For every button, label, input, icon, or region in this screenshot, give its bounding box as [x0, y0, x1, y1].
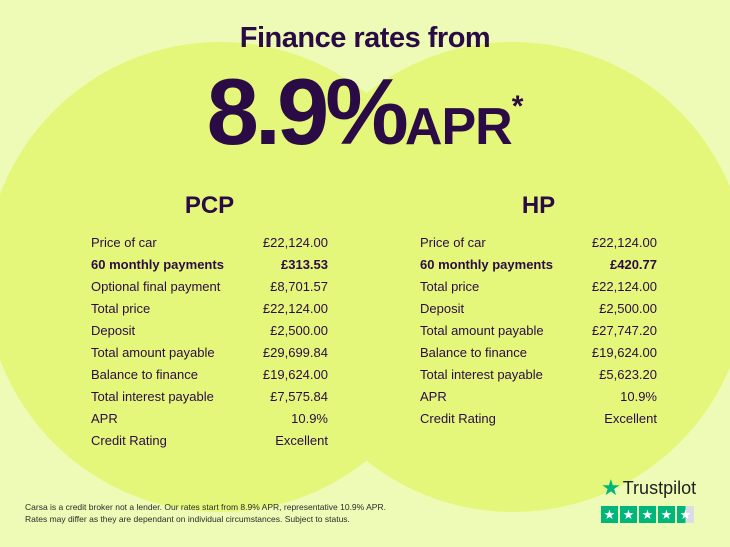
rate-value: 8.9% — [206, 59, 409, 164]
row-value: Excellent — [604, 411, 657, 426]
row-label: Total amount payable — [420, 323, 544, 338]
asterisk: * — [511, 90, 524, 123]
table-row: Deposit £2,500.00 — [420, 298, 657, 320]
row-label: Credit Rating — [420, 411, 496, 426]
row-value: £22,124.00 — [262, 301, 328, 316]
table-row: Optional final payment £8,701.57 — [91, 276, 328, 298]
row-label: APR — [91, 411, 118, 426]
table-row: Credit Rating Excellent — [420, 408, 657, 430]
row-value: £8,701.57 — [270, 279, 328, 294]
star-icon: ★ — [658, 506, 675, 523]
table-row: 60 monthly payments £313.53 — [91, 254, 328, 276]
table-row: Balance to finance £19,624.00 — [91, 364, 328, 386]
disclaimer-line-2: Rates may differ as they are dependant o… — [25, 514, 350, 524]
page-title: Finance rates from — [239, 22, 491, 54]
row-value: £19,624.00 — [591, 345, 657, 360]
pcp-table: PCP Price of car £22,124.00 60 monthly pay… — [91, 192, 328, 452]
row-label: Total price — [91, 301, 151, 316]
table-row: APR 10.9% — [420, 386, 657, 408]
star-icon: ★ — [677, 506, 694, 523]
table-row: Total price £22,124.00 — [91, 298, 328, 320]
row-label: Total interest payable — [91, 389, 214, 404]
row-value: £313.53 — [281, 257, 328, 272]
row-label: APR — [420, 389, 447, 404]
disclaimer-line-1: Carsa is a credit broker not a lender. O… — [25, 502, 386, 512]
row-label: Optional final payment — [91, 279, 221, 294]
table-row: Total price £22,124.00 — [420, 276, 657, 298]
table-row: Balance to finance £19,624.00 — [420, 342, 657, 364]
row-label: Total interest payable — [420, 367, 543, 382]
table-row: Price of car £22,124.00 — [91, 232, 328, 254]
row-label: 60 monthly payments — [420, 257, 553, 272]
row-value: £2,500.00 — [270, 323, 328, 338]
row-value: Excellent — [275, 433, 328, 448]
trustpilot-label: Trustpilot — [622, 477, 697, 498]
row-value: £5,623.20 — [599, 367, 657, 382]
table-row: Credit Rating Excellent — [91, 430, 328, 452]
table-row: Total interest payable £5,623.20 — [420, 364, 657, 386]
row-value: 10.9% — [291, 411, 328, 426]
trustpilot-star-icon: ★ — [601, 475, 621, 500]
background-circle-right — [278, 42, 730, 512]
row-value: £22,124.00 — [591, 279, 657, 294]
table-row: 60 monthly payments £420.77 — [420, 254, 657, 276]
row-label: Credit Rating — [91, 433, 167, 448]
trustpilot-rating: ★ ★ ★ ★ ★ — [601, 506, 696, 523]
row-value: £29,699.84 — [262, 345, 328, 360]
disclaimer: Carsa is a credit broker not a lender. O… — [25, 501, 386, 525]
row-value: £27,747.20 — [591, 323, 657, 338]
row-value: £22,124.00 — [591, 235, 657, 250]
row-value: £420.77 — [610, 257, 657, 272]
row-label: 60 monthly payments — [91, 257, 224, 272]
table-row: Price of car £22,124.00 — [420, 232, 657, 254]
row-value: £22,124.00 — [262, 235, 328, 250]
table-row: Total interest payable £7,575.84 — [91, 386, 328, 408]
table-row: APR 10.9% — [91, 408, 328, 430]
row-label: Price of car — [91, 235, 157, 250]
star-icon: ★ — [639, 506, 656, 523]
pcp-heading: PCP — [184, 192, 235, 219]
row-label: Deposit — [420, 301, 465, 316]
headline-rate: 8.9%APR* — [0, 58, 730, 166]
trustpilot-badge[interactable]: ★ Trustpilot ★ ★ ★ ★ ★ — [601, 475, 696, 523]
apr-label: APR — [404, 98, 513, 156]
row-label: Total price — [420, 279, 480, 294]
row-label: Deposit — [91, 323, 136, 338]
hp-heading: HP — [521, 192, 556, 219]
row-value: £2,500.00 — [599, 301, 657, 316]
star-icon: ★ — [601, 506, 618, 523]
row-value: 10.9% — [620, 389, 657, 404]
table-row: Total amount payable £29,699.84 — [91, 342, 328, 364]
row-label: Total amount payable — [91, 345, 215, 360]
table-row: Deposit £2,500.00 — [91, 320, 328, 342]
row-label: Price of car — [420, 235, 486, 250]
row-value: £19,624.00 — [262, 367, 328, 382]
hp-table: HP Price of car £22,124.00 60 monthly paym… — [420, 192, 657, 430]
table-row: Total amount payable £27,747.20 — [420, 320, 657, 342]
row-label: Balance to finance — [420, 345, 527, 360]
row-value: £7,575.84 — [270, 389, 328, 404]
star-icon: ★ — [620, 506, 637, 523]
row-label: Balance to finance — [91, 367, 198, 382]
